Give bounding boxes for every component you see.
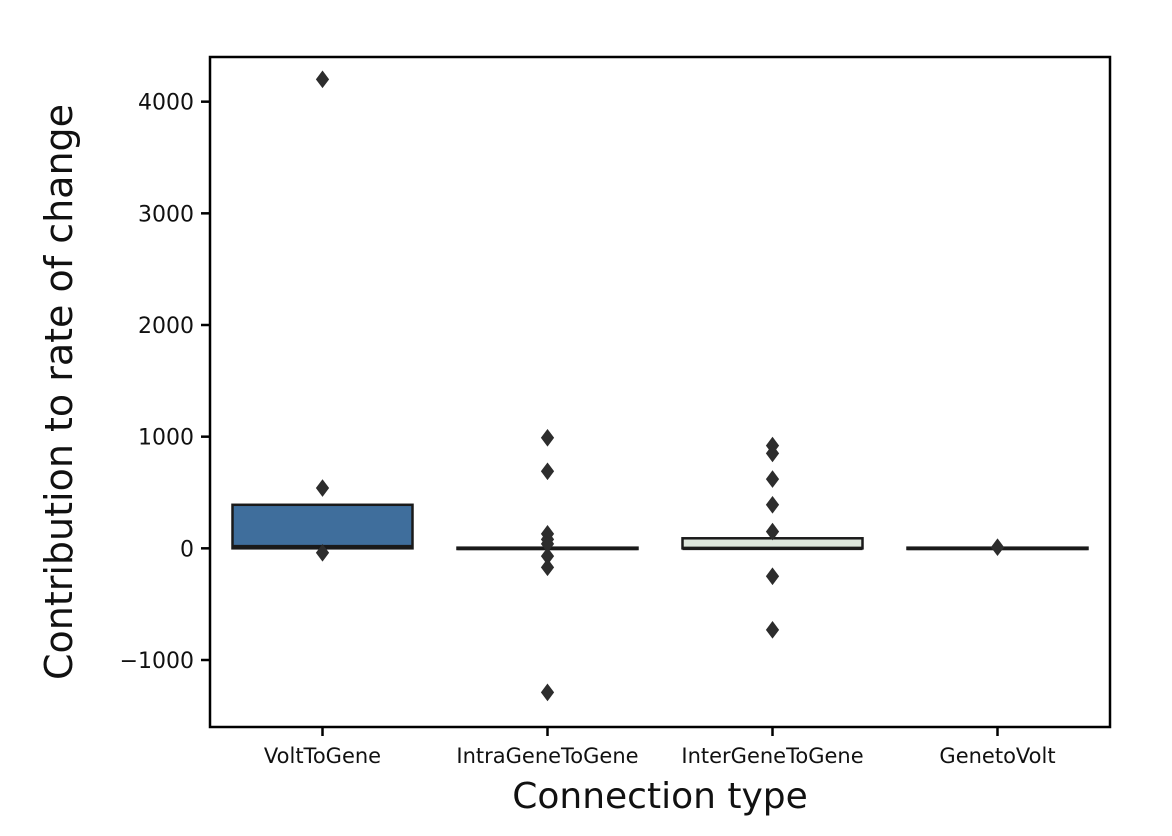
axes-frame [208,55,1112,729]
outlier-diamond [540,558,555,577]
outlier-diamond [540,462,555,481]
y-tick-label: 1000 [138,426,194,451]
y-tick-label: 2000 [138,314,194,339]
chart-content: −1000 0 1000 2000 3000 4000 VoltToGene IntraGen… [120,70,1089,768]
y-axis-label: Contribution to rate of change [37,104,81,680]
y-tick-label: 0 [180,537,194,562]
outlier-diamond [990,538,1005,557]
outlier-diamond [765,621,780,639]
x-tick-label: GenetoVolt [939,744,1055,768]
x-tick-label: InterGeneToGene [681,744,863,768]
y-tick-label: 3000 [138,202,194,227]
outlier-diamond [765,444,780,463]
outlier-diamond [540,683,555,702]
outlier-diamond [765,495,780,514]
x-tick-label: VoltToGene [264,744,381,768]
plot-area [210,57,1110,727]
box-VoltToGene [231,503,414,550]
outlier-diamond [765,522,780,541]
outlier-diamond [315,70,330,89]
y-tick-label: 4000 [138,91,194,116]
outlier-diamond [765,470,780,488]
x-axis-label: Connection type [512,776,808,817]
outlier-diamond [315,543,330,562]
outlier-diamond [765,567,780,586]
x-tick-label: IntraGeneToGene [456,744,638,768]
outlier-diamond [315,479,330,497]
y-tick-label: −1000 [120,649,194,674]
outlier-diamond [540,428,555,447]
